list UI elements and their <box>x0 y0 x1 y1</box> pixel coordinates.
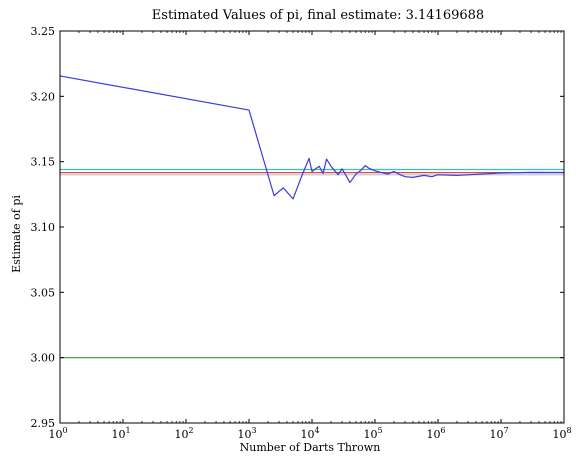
y-tick-label: 3.25 <box>31 25 56 38</box>
x-axis-label: Number of Darts Thrown <box>240 441 381 454</box>
x-tick-label: 107 <box>489 426 508 441</box>
x-tick-label: 100 <box>48 426 67 441</box>
tick-labels: 100 101 102 103 104 105 106 107 108 2.95 3.00 3.05 3… <box>31 25 572 441</box>
y-tick-label: 3.20 <box>31 90 56 103</box>
y-axis-label: Estimate of pi <box>10 195 23 273</box>
x-tick-label: 103 <box>237 426 256 441</box>
reference-lines <box>60 168 564 359</box>
y-tick-label: 3.10 <box>31 221 56 234</box>
series-group <box>59 75 565 200</box>
y-tick-label: 3.15 <box>31 156 56 169</box>
y-tick-label: 3.00 <box>31 352 56 365</box>
x-tick-label: 101 <box>111 426 130 441</box>
y-tick-label: 3.05 <box>31 286 56 299</box>
x-tick-label: 102 <box>174 426 193 441</box>
chart-title: Estimated Values of pi, final estimate: … <box>152 8 484 23</box>
x-tick-label: 108 <box>552 426 571 441</box>
x-tick-label: 106 <box>426 426 445 441</box>
x-tick-label: 104 <box>300 426 319 441</box>
x-tick-label: 105 <box>363 426 382 441</box>
plot-frame <box>59 30 565 424</box>
y-tick-label: 2.95 <box>31 417 56 430</box>
series-line-0 <box>59 75 565 200</box>
